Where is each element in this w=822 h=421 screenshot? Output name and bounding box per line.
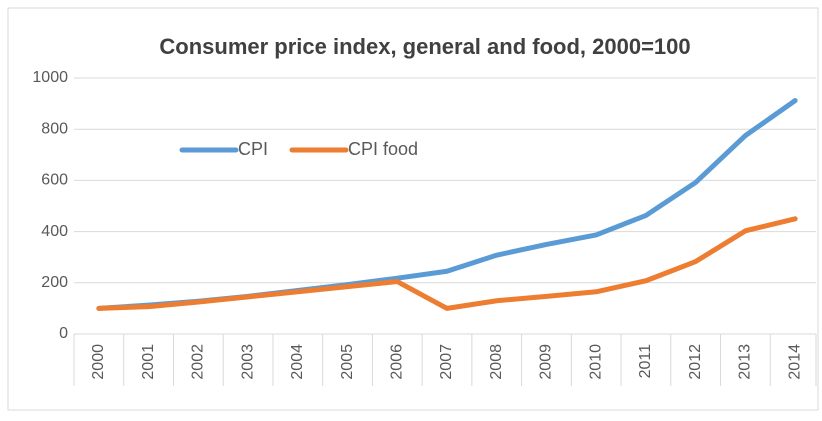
series-line	[96, 216, 798, 311]
chart-title: Consumer price index, general and food, …	[159, 34, 690, 59]
legend-label: CPI food	[348, 139, 418, 159]
y-tick-label: 400	[41, 223, 68, 240]
x-tick-label: 2012	[687, 344, 704, 380]
y-tick-label: 0	[59, 325, 68, 342]
x-tick-label: 2006	[388, 344, 405, 380]
chart-border	[7, 7, 819, 411]
y-tick-label: 600	[41, 172, 68, 189]
x-tick-label: 2009	[538, 344, 555, 380]
x-tick-label: 2000	[90, 344, 107, 380]
x-tick-label: 2003	[239, 344, 256, 380]
x-tick-label: 2010	[587, 344, 604, 380]
x-tick-label: 2013	[737, 344, 754, 380]
x-tick-label: 2014	[786, 344, 803, 380]
x-tick-label: 2004	[289, 344, 306, 380]
x-tick-label: 2007	[438, 344, 455, 380]
x-tick-label: 2001	[140, 344, 157, 380]
y-tick-label: 1000	[32, 69, 68, 86]
x-tick-label: 2008	[488, 344, 505, 380]
x-tick-label: 2005	[339, 344, 356, 380]
x-tick-label: 2002	[190, 344, 207, 380]
legend-label: CPI	[238, 139, 268, 159]
x-tick-label: 2011	[637, 344, 654, 379]
y-tick-label: 800	[41, 120, 68, 137]
y-tick-label: 200	[41, 274, 68, 291]
